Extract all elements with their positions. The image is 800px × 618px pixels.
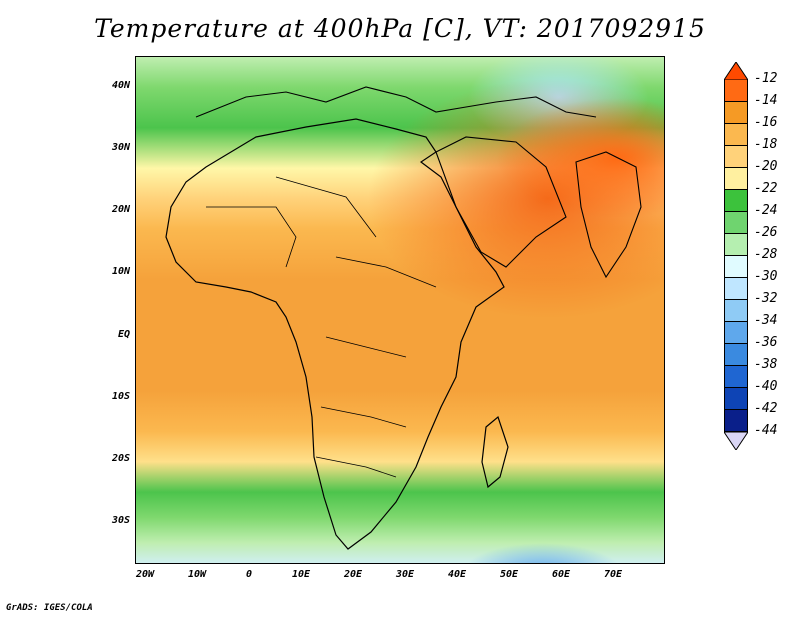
colorbar-label: -42 <box>754 401 778 416</box>
colorbar-segment <box>724 366 748 388</box>
grads-footer: GrADS: IGES/COLA <box>6 603 93 613</box>
lat-label-eq: EQ <box>117 329 130 340</box>
colorbar <box>724 62 748 450</box>
lat-label-20n: 20N <box>111 204 130 215</box>
lon-label-20w: 20W <box>135 569 155 580</box>
colorbar-label: -16 <box>754 115 778 130</box>
lon-label-70e: 70E <box>603 569 623 580</box>
colorbar-label: -22 <box>754 181 778 196</box>
colorbar-segment <box>724 256 748 278</box>
colorbar-label: -32 <box>754 291 778 306</box>
colorbar-segment <box>724 212 748 234</box>
lon-label-50e: 50E <box>499 569 519 580</box>
colorbar-label: -38 <box>754 357 778 372</box>
lon-label-10e: 10E <box>291 569 311 580</box>
lon-label-0: 0 <box>245 569 253 580</box>
colorbar-top-triangle <box>724 62 748 80</box>
colorbar-label: -40 <box>754 379 778 394</box>
colorbar-label: -12 <box>754 71 778 86</box>
colorbar-label: -30 <box>754 269 778 284</box>
colorbar-segment <box>724 410 748 432</box>
colorbar-label: -18 <box>754 137 778 152</box>
temperature-map <box>135 56 665 564</box>
lat-label-40n: 40N <box>111 80 130 91</box>
colorbar-segment <box>724 80 748 102</box>
colorbar-label: -36 <box>754 335 778 350</box>
lon-label-20e: 20E <box>343 569 363 580</box>
colorbar-segment <box>724 344 748 366</box>
lon-label-40e: 40E <box>447 569 467 580</box>
colorbar-label: -26 <box>754 225 778 240</box>
lon-label-60e: 60E <box>551 569 571 580</box>
colorbar-bottom-triangle <box>724 432 748 450</box>
colorbar-label: -28 <box>754 247 778 262</box>
map-title: Temperature at 400hPa [C], VT: 201709291… <box>94 14 706 43</box>
colorbar-segment <box>724 146 748 168</box>
lat-label-10n: 10N <box>111 266 130 277</box>
colorbar-segment <box>724 102 748 124</box>
lat-label-20s: 20S <box>111 453 130 464</box>
colorbar-segment <box>724 234 748 256</box>
colorbar-segment <box>724 168 748 190</box>
colorbar-label: -44 <box>754 423 778 438</box>
colorbar-label: -20 <box>754 159 778 174</box>
colorbar-label: -14 <box>754 93 778 108</box>
colorbar-label: -34 <box>754 313 778 328</box>
colorbar-segment <box>724 278 748 300</box>
colorbar-segment <box>724 124 748 146</box>
lat-label-10s: 10S <box>111 391 130 402</box>
colorbar-segment <box>724 300 748 322</box>
lat-label-30s: 30S <box>111 515 130 526</box>
coastline-overlay <box>165 86 642 550</box>
lon-label-10w: 10W <box>187 569 207 580</box>
colorbar-segment <box>724 388 748 410</box>
colorbar-label: -24 <box>754 203 778 218</box>
colorbar-segment <box>724 322 748 344</box>
lat-label-30n: 30N <box>111 142 130 153</box>
colorbar-segment <box>724 190 748 212</box>
lon-label-30e: 30E <box>395 569 415 580</box>
